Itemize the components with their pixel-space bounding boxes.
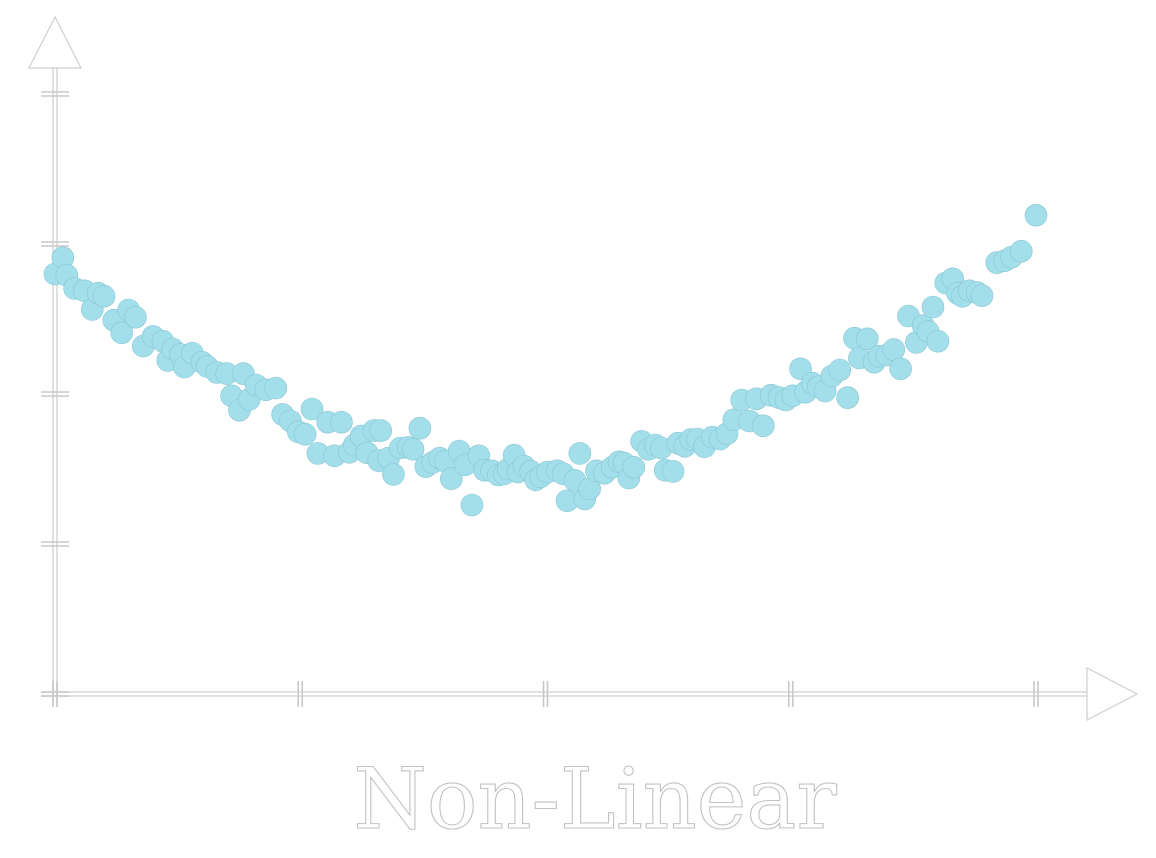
data-point <box>889 357 912 381</box>
data-point <box>970 284 994 307</box>
data-point <box>330 410 353 434</box>
data-point <box>1024 203 1048 227</box>
axes <box>28 15 1139 721</box>
data-point <box>264 376 288 400</box>
data-point <box>622 455 646 479</box>
y-axis-arrow-icon <box>28 15 82 69</box>
data-point <box>92 284 116 308</box>
data-point <box>440 467 463 490</box>
data-point <box>661 460 685 483</box>
data-point <box>751 414 775 438</box>
data-point <box>926 329 950 353</box>
data-points <box>43 203 1048 517</box>
data-point <box>110 321 134 345</box>
data-point <box>460 493 484 517</box>
ticks <box>41 91 1039 707</box>
data-point <box>382 463 405 486</box>
data-point <box>300 397 324 421</box>
data-point <box>369 419 392 442</box>
data-point <box>855 327 879 351</box>
data-point <box>828 358 852 382</box>
chart-title: Non-Linear <box>353 750 837 848</box>
data-point <box>124 305 147 329</box>
data-point <box>1009 239 1033 263</box>
x-axis-arrow-icon <box>1086 667 1139 721</box>
data-point <box>408 416 432 440</box>
data-point <box>836 386 859 409</box>
data-point <box>882 338 906 361</box>
data-point <box>921 295 945 319</box>
data-point <box>293 422 317 446</box>
data-point <box>401 437 425 461</box>
data-point <box>568 442 592 465</box>
